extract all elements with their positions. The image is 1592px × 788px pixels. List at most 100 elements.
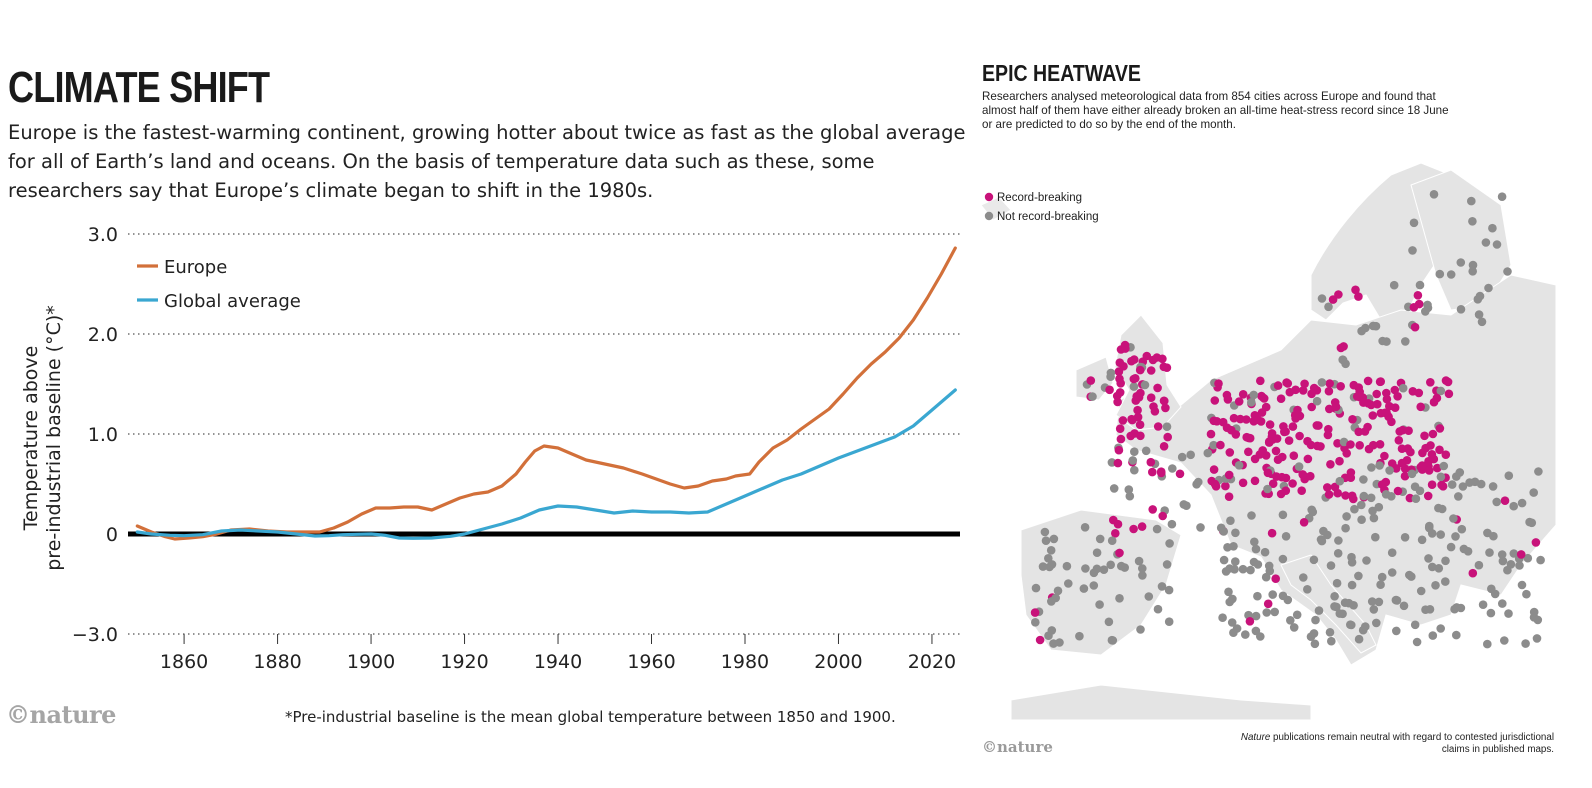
north-africa-shape	[1010, 684, 1312, 720]
city-dot-record	[1114, 367, 1124, 376]
city-dot-record	[1375, 440, 1385, 449]
city-dot-record	[1330, 398, 1340, 407]
city-dot-record	[1209, 416, 1219, 426]
city-dot-normal	[1536, 555, 1545, 565]
city-dot-normal	[1164, 617, 1174, 626]
city-dot-normal	[1247, 511, 1256, 520]
city-dot-normal	[1317, 294, 1327, 303]
city-dot-normal	[1339, 437, 1349, 447]
city-dot-record	[1130, 429, 1139, 438]
city-dot-record	[1324, 424, 1333, 434]
city-dot-normal	[1437, 504, 1447, 514]
city-dot-normal	[1391, 595, 1401, 605]
city-dot-normal	[1436, 472, 1446, 482]
city-dot-normal	[1299, 573, 1308, 582]
city-dot-normal	[1341, 359, 1350, 369]
city-dot-record	[1341, 491, 1350, 500]
city-dot-record	[1115, 358, 1125, 367]
city-dot-record	[1273, 381, 1283, 390]
city-dot-normal	[1260, 547, 1270, 557]
city-dot-normal	[1456, 305, 1466, 314]
city-dot-normal	[1251, 626, 1261, 636]
city-dot-record	[1245, 617, 1255, 626]
city-dot-normal	[1250, 537, 1259, 547]
city-dot-normal	[1350, 504, 1359, 514]
city-dot-record	[1417, 461, 1427, 470]
city-dot-record	[1313, 441, 1322, 451]
city-dot-normal	[1168, 464, 1177, 473]
city-dot-normal	[1138, 564, 1147, 573]
temperature-line-chart: 3.02.01.00−3.0 1860 1880 1900 1920 1940 1960 1…	[20, 224, 960, 673]
city-dot-normal	[1428, 562, 1437, 572]
city-dot-record	[1261, 402, 1271, 412]
city-dot-record	[1210, 479, 1220, 489]
city-dot-normal	[1529, 488, 1538, 497]
city-dot-record	[1330, 482, 1340, 492]
city-dot-normal	[1389, 280, 1399, 290]
city-dot-record	[1086, 376, 1096, 385]
europe-map: Record-breaking Not record-breaking	[981, 145, 1556, 720]
city-dot-normal	[1387, 568, 1397, 577]
city-dot-record	[1206, 429, 1216, 439]
city-dot-normal	[1456, 603, 1466, 613]
city-dot-normal	[1251, 611, 1261, 621]
city-dot-normal	[1253, 591, 1262, 601]
city-dot-record	[1309, 383, 1319, 393]
city-dot-normal	[1451, 532, 1460, 541]
city-dot-normal	[1092, 564, 1102, 574]
city-dot-normal	[1425, 605, 1435, 614]
city-dot-record	[1352, 392, 1362, 401]
city-dot-normal	[1457, 524, 1467, 534]
city-dot-normal	[1377, 572, 1387, 582]
city-dot-record	[1150, 407, 1160, 416]
city-dot-normal	[1477, 317, 1487, 327]
city-dot-record	[1267, 429, 1277, 438]
city-dot-record	[1394, 436, 1404, 445]
city-dot-normal	[1129, 382, 1139, 391]
city-dot-normal	[1130, 465, 1139, 475]
city-dot-record	[1146, 366, 1156, 375]
city-dot-record	[1268, 479, 1278, 489]
city-dot-normal	[1053, 586, 1063, 596]
map-legend: Record-breaking Not record-breaking	[984, 192, 1099, 223]
y-tick-labels: 3.0 2.0 1.0 0 −3.0	[72, 224, 118, 646]
city-dot-record	[1404, 426, 1413, 436]
city-dot-normal	[1447, 480, 1457, 489]
city-dot-normal	[1140, 380, 1150, 390]
city-dot-normal	[1431, 581, 1440, 590]
city-dot-normal	[1134, 556, 1144, 566]
city-dot-normal	[1425, 521, 1434, 531]
city-dot-normal	[1369, 605, 1379, 614]
city-dot-normal	[1227, 618, 1237, 627]
city-dot-record	[1250, 476, 1260, 486]
city-dot-normal	[1221, 567, 1231, 576]
city-dot-record	[1111, 529, 1120, 538]
city-dot-normal	[1490, 589, 1500, 599]
city-dot-record	[1272, 472, 1281, 481]
city-dot-record	[1328, 295, 1338, 304]
city-dot-normal	[1357, 500, 1366, 510]
city-dot-normal	[1231, 528, 1240, 538]
city-dot-normal	[1458, 482, 1468, 491]
city-dot-normal	[1106, 372, 1115, 381]
y-tick-label: 0	[106, 524, 118, 546]
city-dot-normal	[1452, 472, 1461, 481]
city-dot-normal	[1046, 546, 1056, 555]
city-dot-record	[1420, 431, 1429, 441]
city-dot-normal	[1095, 534, 1105, 544]
city-dot-normal	[1354, 634, 1364, 644]
city-dot-record	[1271, 574, 1280, 583]
city-dot-normal	[1303, 585, 1312, 594]
city-dot-normal	[1327, 636, 1336, 646]
city-dot-normal	[1417, 535, 1427, 545]
city-dot-normal	[1268, 590, 1277, 599]
city-dot-normal	[1231, 557, 1240, 566]
city-dot-record	[1216, 440, 1225, 450]
city-dot-normal	[1468, 260, 1478, 270]
city-dot-record	[1393, 486, 1403, 496]
city-dot-record	[1349, 494, 1358, 504]
city-dot-normal	[1435, 269, 1445, 279]
city-dot-record	[1416, 402, 1425, 412]
city-dot-normal	[1253, 560, 1263, 569]
city-dot-normal	[1509, 501, 1518, 511]
